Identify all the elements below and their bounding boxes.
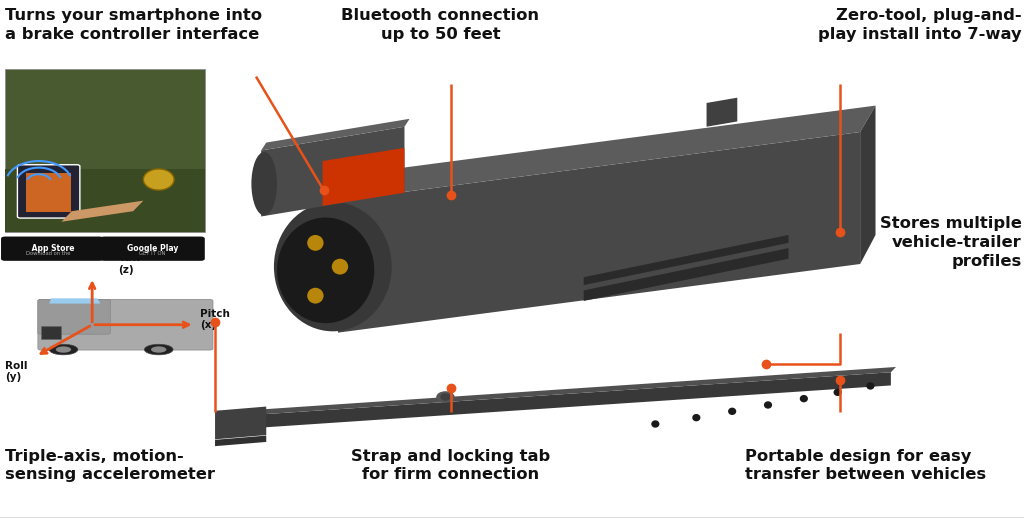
FancyBboxPatch shape [5, 69, 205, 232]
Text: Yaw
(z): Yaw (z) [118, 253, 141, 275]
Ellipse shape [332, 259, 348, 275]
Ellipse shape [151, 346, 166, 353]
Text: Portable design for easy
transfer between vehicles: Portable design for easy transfer betwee… [745, 449, 986, 483]
Text: Strap and locking tab
for firm connection: Strap and locking tab for firm connectio… [351, 449, 550, 483]
Text: Turns your smartphone into
a brake controller interface: Turns your smartphone into a brake contr… [5, 8, 262, 42]
FancyBboxPatch shape [26, 173, 71, 212]
Polygon shape [323, 148, 404, 206]
Text: Download on the: Download on the [26, 251, 70, 256]
Text: Triple-axis, motion-
sensing accelerometer: Triple-axis, motion- sensing acceleromet… [5, 449, 215, 483]
Text: Stores multiple
vehicle-trailer
profiles: Stores multiple vehicle-trailer profiles [880, 216, 1022, 269]
Polygon shape [61, 201, 143, 222]
Ellipse shape [307, 235, 324, 251]
Ellipse shape [252, 152, 276, 215]
Text: App Store: App Store [30, 244, 75, 253]
Polygon shape [220, 372, 891, 430]
FancyBboxPatch shape [17, 165, 80, 218]
Ellipse shape [144, 344, 173, 355]
Polygon shape [261, 127, 404, 216]
Text: Bluetooth connection
up to 50 feet: Bluetooth connection up to 50 feet [341, 8, 540, 42]
Text: Roll
(y): Roll (y) [5, 361, 28, 382]
Ellipse shape [800, 395, 808, 402]
FancyBboxPatch shape [1, 237, 103, 261]
Text: Google Play: Google Play [127, 244, 178, 253]
Polygon shape [215, 436, 266, 446]
Ellipse shape [866, 382, 874, 390]
Ellipse shape [440, 393, 451, 401]
Polygon shape [338, 106, 876, 201]
Polygon shape [215, 407, 266, 439]
Polygon shape [584, 248, 788, 301]
FancyBboxPatch shape [41, 326, 61, 339]
Ellipse shape [274, 202, 391, 332]
Ellipse shape [692, 414, 700, 421]
Ellipse shape [307, 288, 324, 304]
FancyBboxPatch shape [5, 169, 205, 232]
Ellipse shape [834, 389, 842, 396]
Polygon shape [261, 119, 410, 150]
Text: GET IT ON: GET IT ON [139, 251, 166, 256]
Ellipse shape [276, 218, 375, 323]
Ellipse shape [143, 169, 174, 190]
Text: Zero-tool, plug-and-
play install into 7-way: Zero-tool, plug-and- play install into 7… [818, 8, 1022, 42]
Ellipse shape [764, 401, 772, 409]
Polygon shape [49, 298, 100, 304]
FancyBboxPatch shape [38, 299, 111, 334]
Text: Pitch
(x): Pitch (x) [200, 309, 229, 330]
Ellipse shape [651, 420, 659, 428]
Polygon shape [860, 106, 876, 264]
Polygon shape [707, 98, 737, 127]
FancyBboxPatch shape [38, 299, 213, 350]
Polygon shape [584, 235, 788, 285]
Ellipse shape [436, 391, 455, 403]
Ellipse shape [728, 408, 736, 415]
Ellipse shape [49, 344, 78, 355]
Ellipse shape [55, 346, 72, 353]
Polygon shape [338, 132, 860, 333]
FancyBboxPatch shape [100, 237, 205, 261]
Polygon shape [220, 367, 896, 417]
